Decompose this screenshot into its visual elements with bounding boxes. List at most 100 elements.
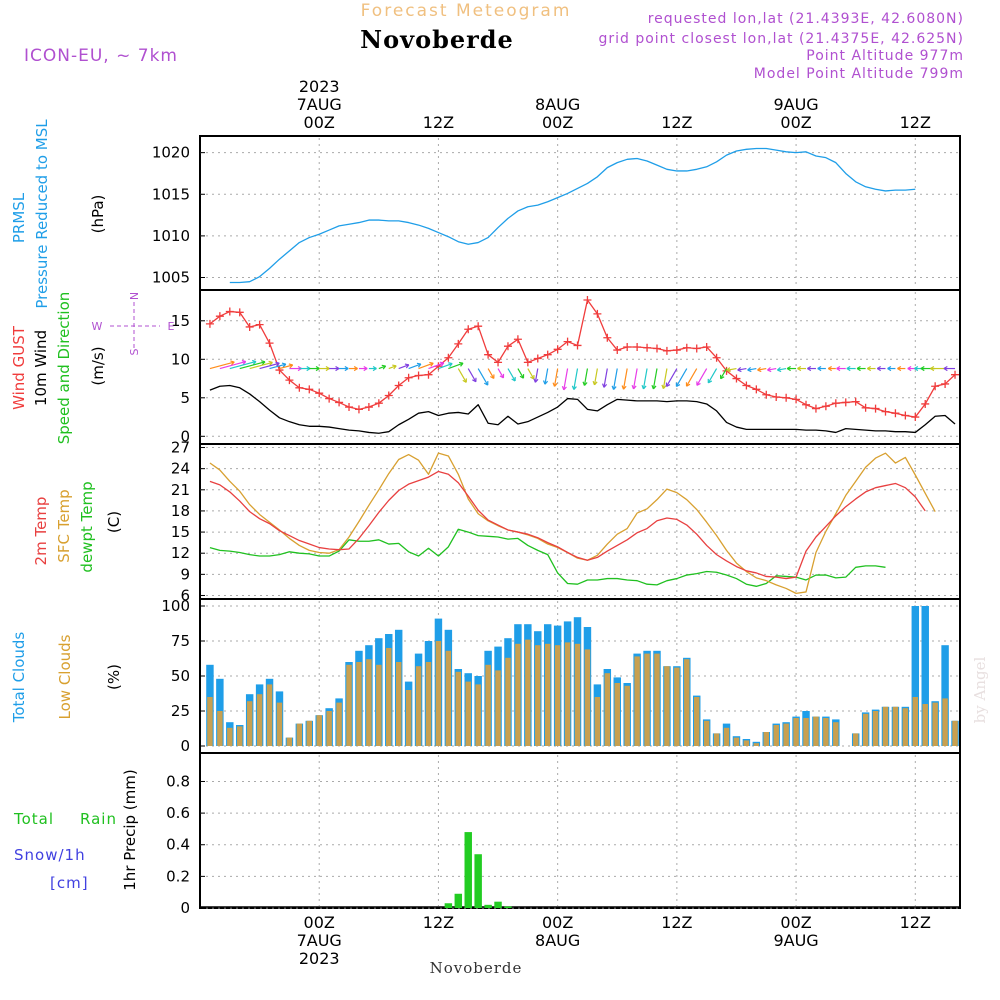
wind-arrow-head (582, 381, 588, 386)
top-time-label: 2023 (299, 77, 340, 96)
low-cloud-bar (882, 706, 889, 746)
temp-unit: (C) (105, 511, 123, 533)
model-label: ICON-EU, ~ 7km (24, 46, 178, 66)
gust-marker (643, 343, 652, 352)
low-cloud-bar (644, 653, 650, 746)
gust-marker (712, 353, 721, 362)
low-cloud-bar (694, 697, 700, 746)
total-label: Total (13, 810, 54, 828)
low-cloud-bar (952, 720, 958, 746)
gust-marker (702, 342, 711, 351)
wind-arrow (378, 365, 386, 370)
wind-arrow-head (897, 365, 902, 372)
wind-arrow-head (552, 382, 558, 387)
wind-arrow (259, 362, 280, 370)
gust-marker (821, 402, 830, 411)
gust-marker (573, 341, 582, 350)
clouds-tick-label: 100 (161, 597, 190, 615)
low-cloud-bar (525, 639, 531, 746)
gust-marker (911, 413, 920, 422)
wind-arrow (398, 364, 410, 370)
gust-marker (404, 373, 413, 382)
low-cloud-bar (535, 645, 541, 746)
low-cloud-bar (227, 727, 233, 746)
low-cloud-bar (604, 673, 611, 746)
wind-arrow-head (592, 380, 598, 386)
wind-arrow (457, 368, 467, 383)
compass-w: W (92, 320, 103, 333)
low-cloud-bar (306, 720, 313, 746)
location-title: Novoberde (360, 25, 514, 54)
wind-arrow-head (483, 381, 489, 386)
temp-panel-frame (199, 443, 961, 600)
rain-label: Rain (80, 810, 117, 828)
wind-arrow-head (920, 365, 925, 372)
temp-sfc-label: SFC Temp (55, 489, 73, 562)
low-cloud-bar (852, 733, 859, 746)
clouds-side-labels: Total Clouds Low Clouds (%) (10, 632, 123, 724)
gust-marker (841, 398, 850, 407)
gust-marker (513, 335, 522, 344)
wind-10m-label: 10m Wind (32, 330, 50, 406)
bottom-time-label: 12Z (423, 913, 454, 932)
low-cloud-bar (783, 723, 789, 746)
gust-marker (672, 346, 681, 355)
wind-arrow-head (611, 385, 617, 390)
top-time-label: 00Z (542, 113, 573, 132)
low-cloud-bar (654, 653, 660, 746)
gust-marker (802, 400, 811, 409)
gust-marker (792, 395, 801, 404)
low-cloud-bar (336, 702, 342, 746)
wind-arrow-head (631, 384, 637, 390)
low-cloud-bar (912, 697, 919, 746)
footer-location: Novoberde (430, 959, 523, 977)
top-time-label: 12Z (661, 113, 692, 132)
gust-marker (305, 385, 314, 394)
low-cloud-bar (624, 685, 630, 746)
gust-marker (235, 308, 244, 317)
wind-side-labels: Wind GUST 10m Wind Speed and Direction (… (10, 292, 175, 445)
low-cloud-bar (286, 737, 293, 746)
low-cloud-bar (614, 683, 620, 746)
precip-bar (454, 893, 463, 908)
wind-arrow-head (542, 380, 549, 385)
low-cloud-bar (237, 726, 243, 746)
temp-tick-label: 9 (180, 565, 190, 583)
gust-marker (593, 309, 602, 318)
wind-arrow (418, 362, 434, 370)
gust-marker (613, 346, 622, 355)
wind-arrow (665, 368, 678, 387)
gust-marker (394, 381, 403, 390)
wind-tick-label: 5 (180, 389, 190, 407)
gust-marker (861, 403, 870, 412)
wind-arrow (757, 367, 767, 371)
wind-arrow (737, 367, 747, 371)
wind-arrow (229, 360, 257, 370)
wind-arrow (428, 362, 444, 370)
low-cloud-bar (684, 659, 690, 746)
gust-marker (464, 325, 473, 334)
compass-s: S (128, 348, 141, 355)
wind-arrow-head (719, 374, 725, 380)
snow-unit-label: [cm] (50, 874, 89, 892)
wind-arrow-head (335, 365, 340, 372)
wind-arrow (563, 368, 569, 390)
wind-arrow (467, 368, 477, 383)
gust-marker (424, 370, 433, 379)
grid-coords: grid point closest lon,lat (21.4375E, 42… (598, 31, 964, 47)
gust-marker (921, 399, 930, 408)
top-time-label: 00Z (304, 113, 335, 132)
low-cloud-bar (833, 722, 839, 746)
total-cloud-bar (911, 606, 920, 746)
wind-arrow-head (914, 365, 919, 372)
gust-marker (533, 354, 542, 363)
gust-marker (662, 346, 671, 355)
temp-2m-label: 2m Temp (32, 497, 50, 566)
low-cloud-bar (634, 656, 640, 746)
low-cloud-bar (435, 641, 442, 746)
watermark: by Angel (971, 656, 989, 723)
bottom-time-label: 9AUG (773, 931, 818, 950)
low-cloud-bar (862, 713, 869, 746)
wind-arrow (279, 364, 293, 370)
wind-arrow-head (757, 367, 762, 373)
